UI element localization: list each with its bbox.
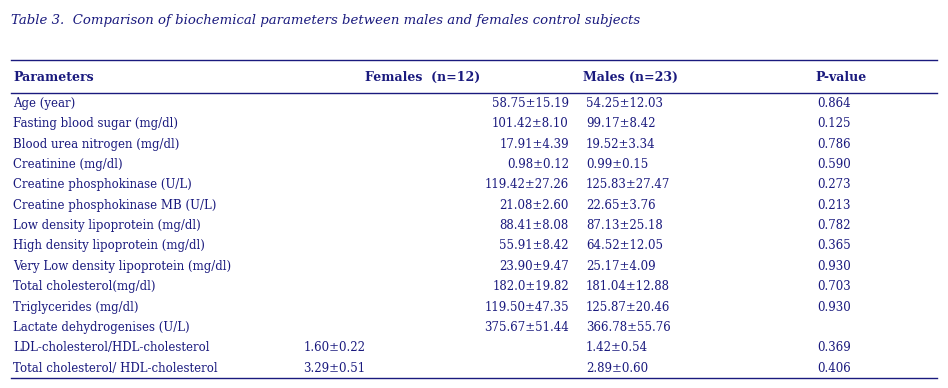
Text: LDL-cholesterol/HDL-cholesterol: LDL-cholesterol/HDL-cholesterol	[13, 341, 210, 354]
Text: 0.590: 0.590	[817, 158, 851, 171]
Text: 58.75±15.19: 58.75±15.19	[492, 97, 569, 110]
Text: 55.91±8.42: 55.91±8.42	[500, 239, 569, 253]
Text: Parameters: Parameters	[13, 71, 94, 84]
Text: 0.786: 0.786	[817, 137, 850, 151]
Text: 0.930: 0.930	[817, 300, 851, 314]
Text: 0.365: 0.365	[817, 239, 851, 253]
Text: 23.90±9.47: 23.90±9.47	[499, 260, 569, 273]
Text: P-value: P-value	[815, 71, 866, 84]
Text: 366.78±55.76: 366.78±55.76	[586, 321, 670, 334]
Text: Males (n=23): Males (n=23)	[583, 71, 678, 84]
Text: 1.42±0.54: 1.42±0.54	[586, 341, 648, 354]
Text: 3.29±0.51: 3.29±0.51	[303, 362, 366, 375]
Text: Triglycerides (mg/dl): Triglycerides (mg/dl)	[13, 300, 138, 314]
Text: Fasting blood sugar (mg/dl): Fasting blood sugar (mg/dl)	[13, 117, 178, 130]
Text: Creatinine (mg/dl): Creatinine (mg/dl)	[13, 158, 123, 171]
Text: 181.04±12.88: 181.04±12.88	[586, 280, 670, 293]
Text: Blood urea nitrogen (mg/dl): Blood urea nitrogen (mg/dl)	[13, 137, 180, 151]
Text: Age (year): Age (year)	[13, 97, 76, 110]
Text: 125.83±27.47: 125.83±27.47	[586, 178, 670, 191]
Text: Females  (n=12): Females (n=12)	[365, 71, 481, 84]
Text: Lactate dehydrogenises (U/L): Lactate dehydrogenises (U/L)	[13, 321, 190, 334]
Text: 17.91±4.39: 17.91±4.39	[500, 137, 569, 151]
Text: Creatine phosphokinase MB (U/L): Creatine phosphokinase MB (U/L)	[13, 199, 217, 212]
Text: 0.273: 0.273	[817, 178, 850, 191]
Text: 25.17±4.09: 25.17±4.09	[586, 260, 655, 273]
Text: Total cholesterol/ HDL-cholesterol: Total cholesterol/ HDL-cholesterol	[13, 362, 218, 375]
Text: 87.13±25.18: 87.13±25.18	[586, 219, 663, 232]
Text: 119.50±47.35: 119.50±47.35	[484, 300, 569, 314]
Text: 0.864: 0.864	[817, 97, 850, 110]
Text: Low density lipoprotein (mg/dl): Low density lipoprotein (mg/dl)	[13, 219, 201, 232]
Text: 0.369: 0.369	[817, 341, 851, 354]
Text: 0.930: 0.930	[817, 260, 851, 273]
Text: 0.406: 0.406	[817, 362, 851, 375]
Text: 0.703: 0.703	[817, 280, 851, 293]
Text: 0.782: 0.782	[817, 219, 850, 232]
Text: 19.52±3.34: 19.52±3.34	[586, 137, 655, 151]
Text: 0.213: 0.213	[817, 199, 850, 212]
Text: 0.98±0.12: 0.98±0.12	[507, 158, 569, 171]
Text: High density lipoprotein (mg/dl): High density lipoprotein (mg/dl)	[13, 239, 205, 253]
Text: Creatine phosphokinase (U/L): Creatine phosphokinase (U/L)	[13, 178, 192, 191]
Text: 64.52±12.05: 64.52±12.05	[586, 239, 663, 253]
Text: 2.89±0.60: 2.89±0.60	[586, 362, 648, 375]
Text: 21.08±2.60: 21.08±2.60	[500, 199, 569, 212]
Text: 54.25±12.03: 54.25±12.03	[586, 97, 663, 110]
Text: Very Low density lipoprotein (mg/dl): Very Low density lipoprotein (mg/dl)	[13, 260, 231, 273]
Text: 101.42±8.10: 101.42±8.10	[492, 117, 569, 130]
Text: 119.42±27.26: 119.42±27.26	[484, 178, 569, 191]
Text: 125.87±20.46: 125.87±20.46	[586, 300, 670, 314]
Text: Total cholesterol(mg/dl): Total cholesterol(mg/dl)	[13, 280, 155, 293]
Text: 375.67±51.44: 375.67±51.44	[484, 321, 569, 334]
Text: 22.65±3.76: 22.65±3.76	[586, 199, 655, 212]
Text: 99.17±8.42: 99.17±8.42	[586, 117, 655, 130]
Text: 0.125: 0.125	[817, 117, 850, 130]
Text: 1.60±0.22: 1.60±0.22	[303, 341, 365, 354]
Text: Table 3.  Comparison of biochemical parameters between males and females control: Table 3. Comparison of biochemical param…	[11, 14, 641, 27]
Text: 0.99±0.15: 0.99±0.15	[586, 158, 648, 171]
Text: 182.0±19.82: 182.0±19.82	[492, 280, 569, 293]
Text: 88.41±8.08: 88.41±8.08	[500, 219, 569, 232]
